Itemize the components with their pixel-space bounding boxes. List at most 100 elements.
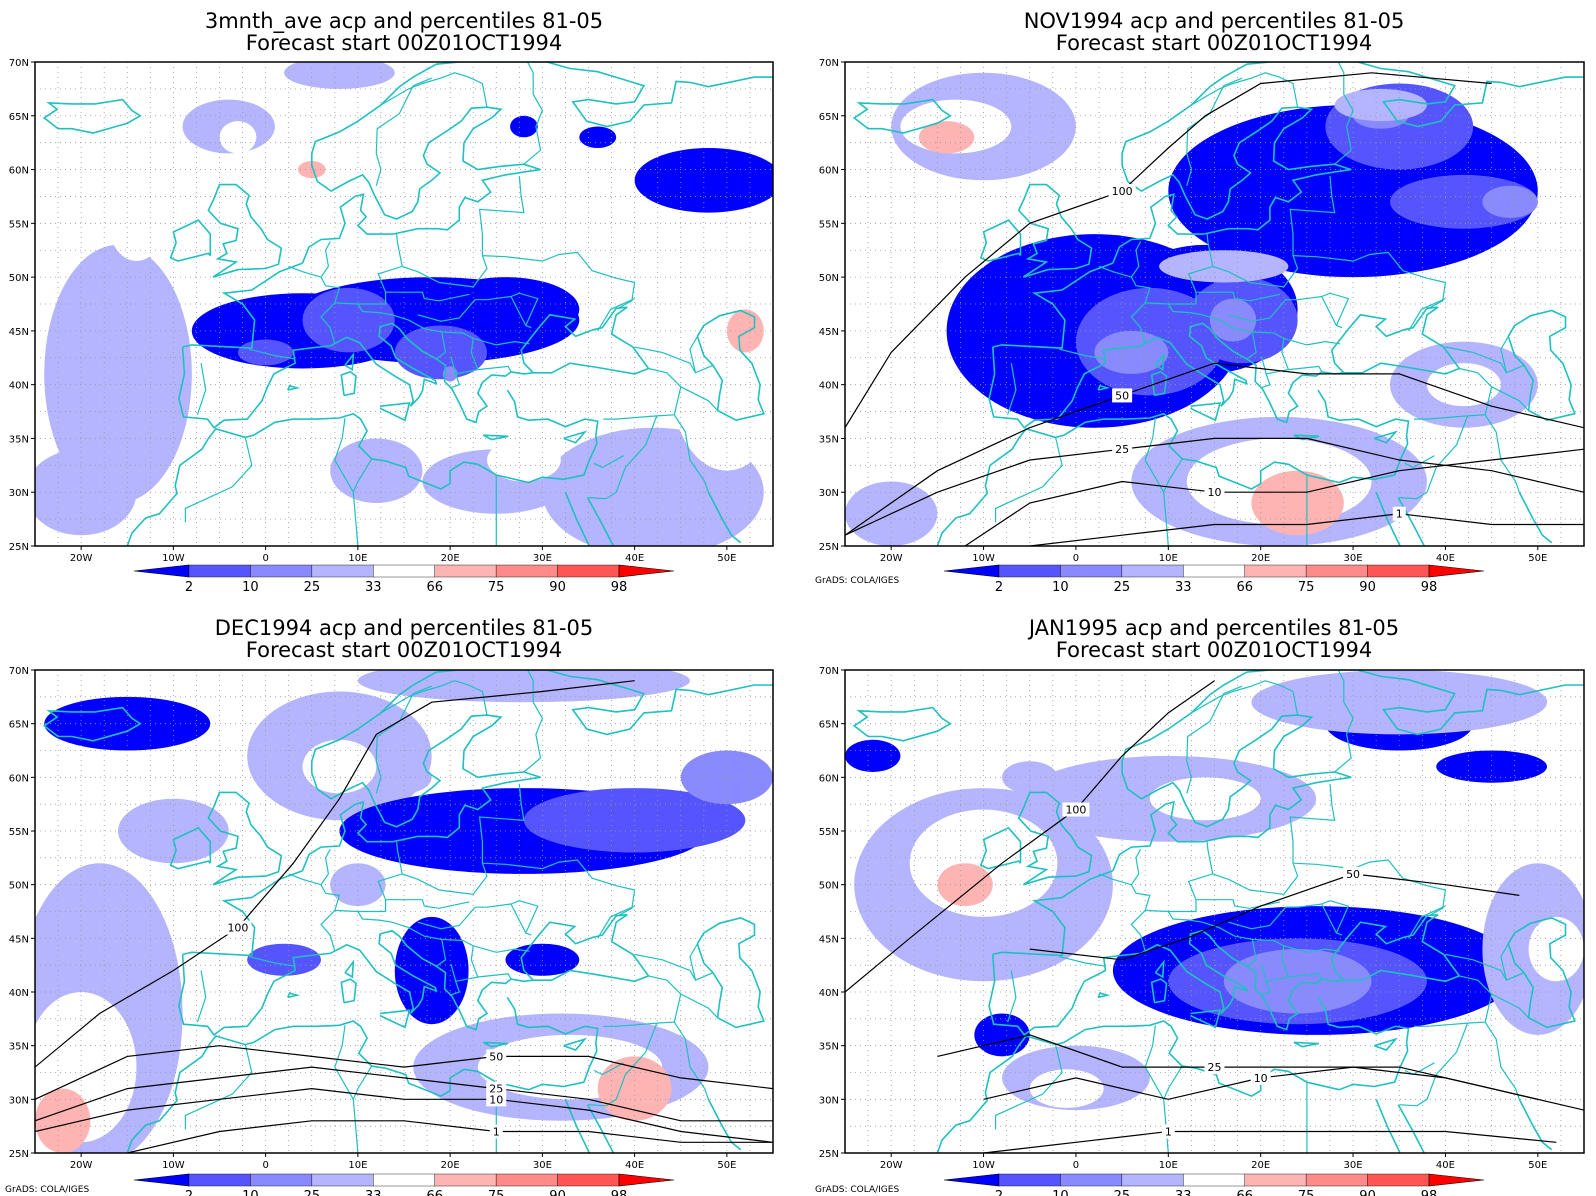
percentile-shading bbox=[1491, 481, 1584, 546]
colorbar-arrow-high bbox=[1428, 1173, 1485, 1187]
country-border bbox=[1212, 175, 1336, 288]
country-border bbox=[477, 365, 512, 373]
lon-tick-label: 40E bbox=[1436, 553, 1455, 564]
lat-tick-label: 25N bbox=[819, 1149, 839, 1160]
lat-tick-label: 65N bbox=[9, 720, 29, 731]
colorbar-swatch bbox=[188, 564, 251, 578]
colorbar-swatch bbox=[1183, 1173, 1245, 1187]
lon-tick-label: 10W bbox=[972, 1160, 995, 1171]
country-border bbox=[482, 859, 636, 917]
coastline bbox=[301, 62, 773, 264]
lat-tick-label: 65N bbox=[819, 112, 839, 123]
country-border bbox=[320, 848, 331, 886]
percentile-shading bbox=[394, 325, 488, 380]
lat-tick-label: 30N bbox=[819, 488, 839, 499]
country-border bbox=[680, 386, 719, 411]
country-border bbox=[1407, 905, 1446, 939]
lon-tick-label: 10W bbox=[162, 553, 185, 564]
country-border bbox=[375, 77, 432, 186]
coastline bbox=[979, 219, 1022, 262]
percentile-shading bbox=[330, 863, 386, 907]
percentile-shading bbox=[579, 126, 617, 149]
contour-line bbox=[35, 680, 635, 1068]
country-border bbox=[1098, 873, 1151, 952]
lat-tick-label: 30N bbox=[9, 1095, 29, 1106]
lon-tick-label: 0 bbox=[1073, 1160, 1079, 1171]
coastline bbox=[42, 706, 142, 742]
lat-tick-label: 30N bbox=[9, 488, 29, 499]
lat-tick-label: 35N bbox=[9, 1042, 29, 1053]
contour-line bbox=[845, 72, 1492, 429]
country-border bbox=[1292, 859, 1447, 917]
lon-tick-label: 0 bbox=[262, 1160, 268, 1171]
coastline bbox=[182, 262, 303, 349]
coastline bbox=[301, 670, 773, 871]
colorbar-label: 10 bbox=[1052, 580, 1069, 595]
country-border bbox=[1059, 348, 1106, 360]
country-border bbox=[1491, 386, 1530, 411]
grads-credit: GrADS: COLA/IGES bbox=[5, 1185, 89, 1195]
contour-line bbox=[35, 1045, 773, 1100]
lon-tick-label: 10E bbox=[348, 553, 367, 564]
coastline bbox=[1375, 1098, 1405, 1153]
lon-tick-label: 40E bbox=[625, 553, 644, 564]
percentile-shading bbox=[974, 1013, 1030, 1057]
country-border bbox=[449, 373, 461, 389]
coastline bbox=[340, 370, 357, 397]
country-border bbox=[402, 175, 525, 288]
contour-label: 10 bbox=[1254, 1072, 1268, 1085]
country-border bbox=[1191, 72, 1299, 108]
percentile-shading bbox=[357, 670, 690, 703]
country-border bbox=[510, 900, 539, 934]
country-border bbox=[391, 921, 447, 967]
coastline bbox=[564, 491, 594, 546]
country-border bbox=[1484, 1021, 1520, 1100]
colorbar-label: 98 bbox=[611, 580, 628, 595]
country-border bbox=[288, 873, 341, 952]
lon-tick-label: 20E bbox=[1251, 1160, 1270, 1171]
colorbar-arrow-low bbox=[943, 564, 1000, 578]
country-border bbox=[603, 975, 682, 1027]
percentile-shading bbox=[1159, 250, 1289, 283]
colorbar-label: 2 bbox=[185, 1189, 193, 1196]
lat-tick-label: 70N bbox=[9, 58, 29, 69]
country-border bbox=[1292, 251, 1447, 309]
country-border bbox=[385, 291, 470, 302]
lon-tick-label: 30E bbox=[533, 553, 552, 564]
colorbar-arrow-low bbox=[133, 564, 190, 578]
colorbar-label: 2 bbox=[995, 580, 1003, 595]
coastline bbox=[707, 491, 742, 544]
coastline bbox=[169, 219, 212, 262]
country-border bbox=[1334, 670, 1354, 773]
colorbar-swatch bbox=[495, 1173, 558, 1187]
colorbar-label: 98 bbox=[1421, 1189, 1438, 1196]
country-border bbox=[1445, 346, 1525, 374]
contour-label-bg bbox=[486, 1049, 507, 1064]
contour-label: 1 bbox=[1396, 508, 1403, 521]
colorbar-label: 66 bbox=[1236, 580, 1253, 595]
colorbar-label: 33 bbox=[1175, 1189, 1192, 1196]
percentile-shading bbox=[680, 750, 773, 805]
colorbar-label: 98 bbox=[1421, 580, 1438, 595]
lon-tick-label: 20E bbox=[441, 1160, 460, 1171]
contour-label: 10 bbox=[1208, 486, 1222, 499]
coastline bbox=[696, 309, 765, 422]
contour-label-bg bbox=[1250, 1070, 1271, 1085]
country-border bbox=[1196, 291, 1281, 302]
contour-label: 25 bbox=[1115, 443, 1129, 456]
contour-label-bg bbox=[1062, 802, 1090, 817]
colorbar-swatch bbox=[1121, 1173, 1184, 1187]
map-panel: NOV1994 acp and percentiles 81-05Forecas… bbox=[815, 9, 1585, 595]
lat-tick-label: 55N bbox=[9, 827, 29, 838]
colorbar-swatch bbox=[1305, 564, 1368, 578]
country-border bbox=[673, 1021, 709, 1100]
coastline bbox=[1150, 978, 1168, 1004]
lon-tick-label: 10W bbox=[972, 553, 995, 564]
contour-label-bg bbox=[1204, 1060, 1225, 1075]
contour-line bbox=[127, 1120, 773, 1153]
percentile-shading bbox=[1528, 916, 1584, 982]
colorbar-arrow-low bbox=[133, 1173, 190, 1187]
lon-tick-label: 30E bbox=[1344, 553, 1363, 564]
colorbar-swatch bbox=[1060, 564, 1123, 578]
